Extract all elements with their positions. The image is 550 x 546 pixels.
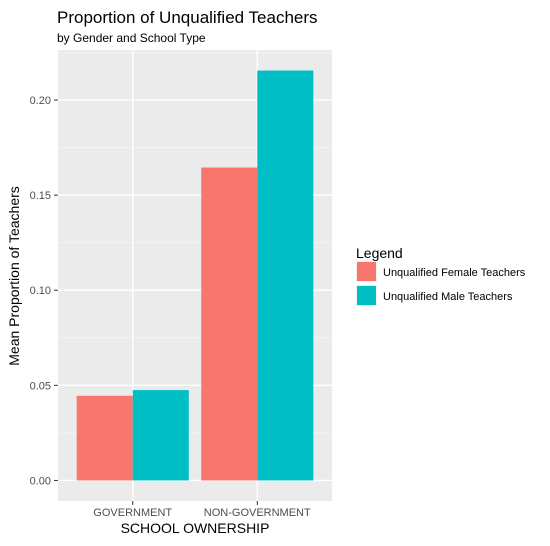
chart-subtitle: by Gender and School Type bbox=[57, 31, 206, 45]
legend-label: Unqualified Male Teachers bbox=[383, 291, 513, 303]
legend-swatch bbox=[357, 262, 376, 281]
y-tick-label: 0.00 bbox=[30, 475, 51, 487]
y-axis-title: Mean Proportion of Teachers bbox=[6, 186, 22, 366]
x-axis-title: SCHOOL OWNERSHIP bbox=[121, 520, 270, 536]
y-tick-label: 0.05 bbox=[30, 380, 51, 392]
legend-label: Unqualified Female Teachers bbox=[383, 267, 526, 279]
y-tick-label: 0.10 bbox=[30, 285, 51, 297]
legend-swatch bbox=[357, 286, 376, 305]
bar bbox=[201, 167, 258, 481]
chart-title: Proportion of Unqualified Teachers bbox=[57, 8, 318, 27]
legend-items: Unqualified Female Teachers Unqualified M… bbox=[356, 261, 526, 306]
y-tick-label: 0.20 bbox=[30, 95, 51, 107]
legend-title: Legend bbox=[356, 245, 403, 261]
y-axis: 0.00 0.05 0.10 0.15 0.20 bbox=[30, 95, 58, 487]
bar bbox=[76, 395, 133, 481]
bars bbox=[76, 70, 314, 481]
x-tick-label: GOVERNMENT bbox=[93, 507, 172, 519]
y-tick-label: 0.15 bbox=[30, 190, 51, 202]
x-tick-label: NON-GOVERNMENT bbox=[204, 507, 311, 519]
bar bbox=[132, 390, 189, 481]
legend: Legend Unqualified Female TeachersUnqual… bbox=[356, 245, 526, 306]
bar bbox=[257, 70, 314, 481]
x-axis: GOVERNMENT NON-GOVERNMENT bbox=[93, 501, 311, 519]
